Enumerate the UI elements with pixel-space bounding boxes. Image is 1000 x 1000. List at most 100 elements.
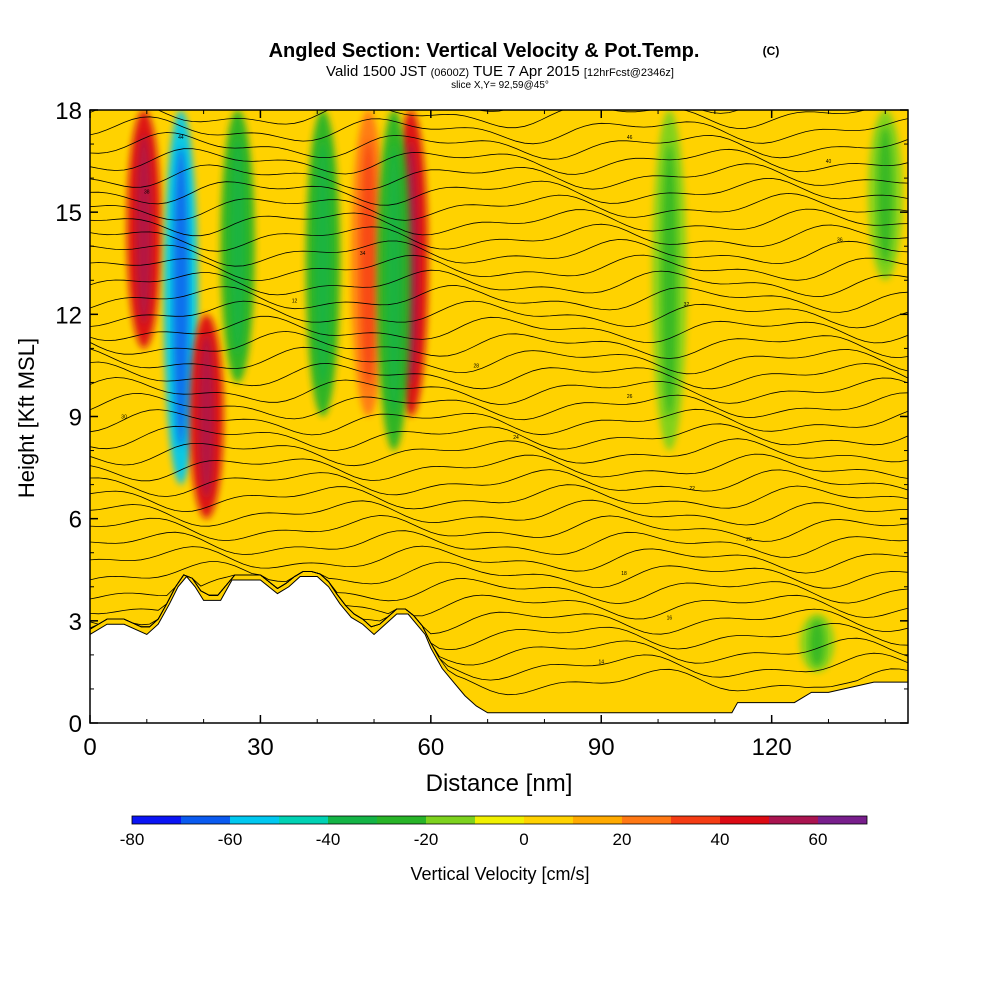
forecast-label: [12hrFcst@2346z] [584,67,674,79]
contour-label: 14 [598,660,604,666]
contour-label: 34 [360,251,366,257]
colorbar-swatch [328,816,377,824]
x-tick-label: 30 [247,734,274,761]
theta-contour-line [90,330,908,359]
colorbar-tick-label: -20 [414,830,439,849]
theta-contour-line [90,423,908,451]
theta-contour-line [90,254,908,282]
colorbar-swatch [573,816,622,824]
theta-contour-line [90,469,908,497]
colorbar-tick-label: 20 [613,830,632,849]
chart-title: Angled Section: Vertical Velocity & Pot.… [269,40,700,62]
chart-title-unit: (C) [763,44,780,58]
theta-contour-line [90,177,908,206]
theta-contour-line [90,300,908,329]
terrain-mask [90,575,908,723]
theta-contour-line [90,361,908,390]
colorbar-swatch [230,816,279,824]
x-tick-label: 90 [588,734,615,761]
theta-contour-line [90,208,908,237]
theta-contour-line [90,453,908,482]
contour-label: 12 [292,299,298,305]
colorbar-swatch [720,816,769,824]
theta-contours [90,110,908,696]
valid-time-prefix: Valid 1500 JST [326,63,426,80]
theta-contour-line [90,110,867,129]
theta-contour-line [90,269,908,297]
theta-contour-line [90,545,908,574]
theta-contour-line [90,223,908,252]
contour-label: 44 [178,135,184,141]
contour-label: 20 [746,537,752,543]
utc-label: (0600Z) [431,67,470,79]
y-tick-label: 6 [69,507,82,534]
contour-label: 16 [667,615,673,621]
colorbar-swatch [279,816,328,824]
y-tick-label: 0 [69,711,82,738]
colorbar-swatch [524,816,573,824]
colorbar-swatch [769,816,818,824]
y-tick-label: 15 [55,200,82,227]
x-tick-label: 60 [417,734,444,761]
colorbar-swatch [671,816,720,824]
theta-contour-line [90,148,908,175]
theta-contour-line [90,392,908,421]
colorbar-tick-label: 60 [809,830,828,849]
colorbar-frame [131,815,868,825]
theta-contour-line [90,515,908,542]
theta-contour-line [90,163,908,191]
colorbar-tick-label: -40 [316,830,341,849]
velocity-features [126,110,903,672]
contour-label: 24 [513,435,519,441]
contour-label: 32 [684,302,690,308]
colorbar-swatch [818,816,867,824]
contour-label: 30 [121,415,127,421]
theta-contour-line [90,239,908,267]
theta-contour-line [90,499,908,527]
theta-contour-line [90,484,908,513]
theta-contour-line [477,110,740,114]
theta-contour-line [90,315,908,344]
y-tick-label: 9 [69,405,82,432]
colorbar-swatch [132,816,181,824]
downdraft-core [809,619,825,667]
y-tick-label: 3 [69,609,82,636]
valid-time-subtitle: Valid 1500 JST (0600Z) TUE 7 Apr 2015 [1… [326,63,674,80]
theta-contour-line [90,561,908,589]
colorbar-label: Vertical Velocity [cm/s] [410,864,589,884]
colorbar-swatch [475,816,524,824]
theta-contour-line [90,192,908,221]
updraft-core [198,334,215,499]
theta-contour-line [90,408,908,436]
y-tick-label: 12 [55,302,82,329]
theta-contour-line [90,377,908,405]
colorbar-tick-label: 40 [711,830,730,849]
contour-label: 26 [627,394,633,400]
theta-contour-line [90,285,908,313]
colorbar-swatch [622,816,671,824]
contour-label: 22 [689,486,695,492]
theta-contour-line [90,116,908,145]
downdraft-core [173,147,189,448]
x-axis-label: Distance [nm] [426,770,573,797]
slice-label: slice X,Y= 92,59@45° [451,80,549,91]
colorbar-swatch [181,816,230,824]
x-tick-label: 0 [83,734,96,761]
contour-label: 36 [837,237,843,243]
downdraft-core [386,144,402,417]
contour-label: 28 [473,363,479,369]
y-tick-label: 18 [55,98,82,125]
colorbar-swatch [426,816,475,824]
x-tick-label: 120 [752,734,792,761]
colorbar-swatch [377,816,426,824]
downdraft-core [315,140,331,386]
contour-label: 40 [826,159,832,165]
theta-contour-line [90,346,908,375]
theta-contour-line [90,530,908,558]
plot-area: 44 46 40 38 36 34 32 30 28 26 24 22 20 18 16 14 12 [90,110,908,723]
y-axis-label: Height [Kft MSL] [14,338,39,498]
theta-contour-line [90,132,908,160]
theta-contour-line [90,438,908,467]
